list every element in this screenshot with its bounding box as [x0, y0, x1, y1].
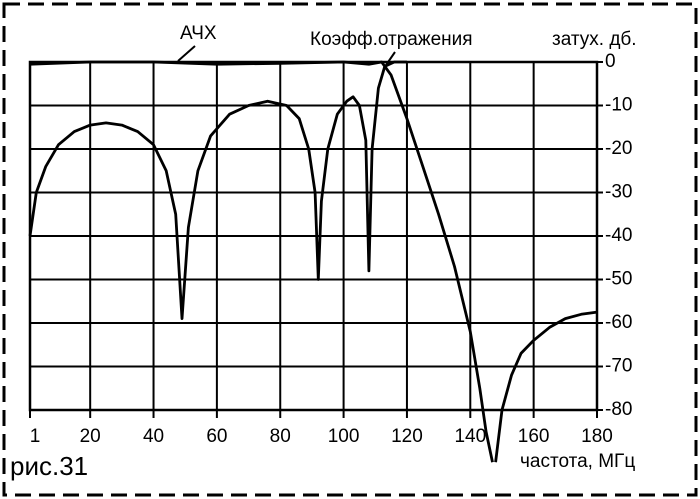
- x-tick-label: 140: [454, 426, 486, 447]
- x-tick-label: 20: [80, 426, 101, 447]
- y-tick-label: -50: [605, 269, 632, 290]
- y-tick-label: -10: [605, 95, 632, 116]
- y-tick-label: -40: [605, 225, 632, 246]
- y-tick-label: -30: [605, 182, 632, 203]
- y-tick-label: -60: [605, 312, 632, 333]
- y-axis-label: затух. дб.: [552, 29, 637, 50]
- x-tick-label: 180: [581, 426, 613, 447]
- y-tick-label: 0: [605, 51, 616, 72]
- x-tick-label: 1: [30, 426, 41, 447]
- x-tick-label: 160: [518, 426, 550, 447]
- figure-label: рис.31: [10, 451, 88, 481]
- x-tick-label: 40: [143, 426, 164, 447]
- y-tick-label: -20: [605, 138, 632, 159]
- x-axis-label: частота, МГц: [520, 451, 635, 472]
- pointer: [177, 45, 196, 62]
- series-line: [28, 60, 407, 320]
- x-tick-label: 80: [270, 426, 291, 447]
- series-label: АЧХ: [180, 23, 217, 44]
- y-tick-label: -80: [605, 399, 632, 420]
- series-label: Коэфф.отражения: [310, 29, 473, 50]
- y-tick-label: -70: [605, 356, 632, 377]
- x-tick-label: 60: [206, 426, 227, 447]
- series-line: [29, 60, 598, 463]
- x-tick-label: 100: [328, 426, 360, 447]
- x-tick-label: 120: [391, 426, 423, 447]
